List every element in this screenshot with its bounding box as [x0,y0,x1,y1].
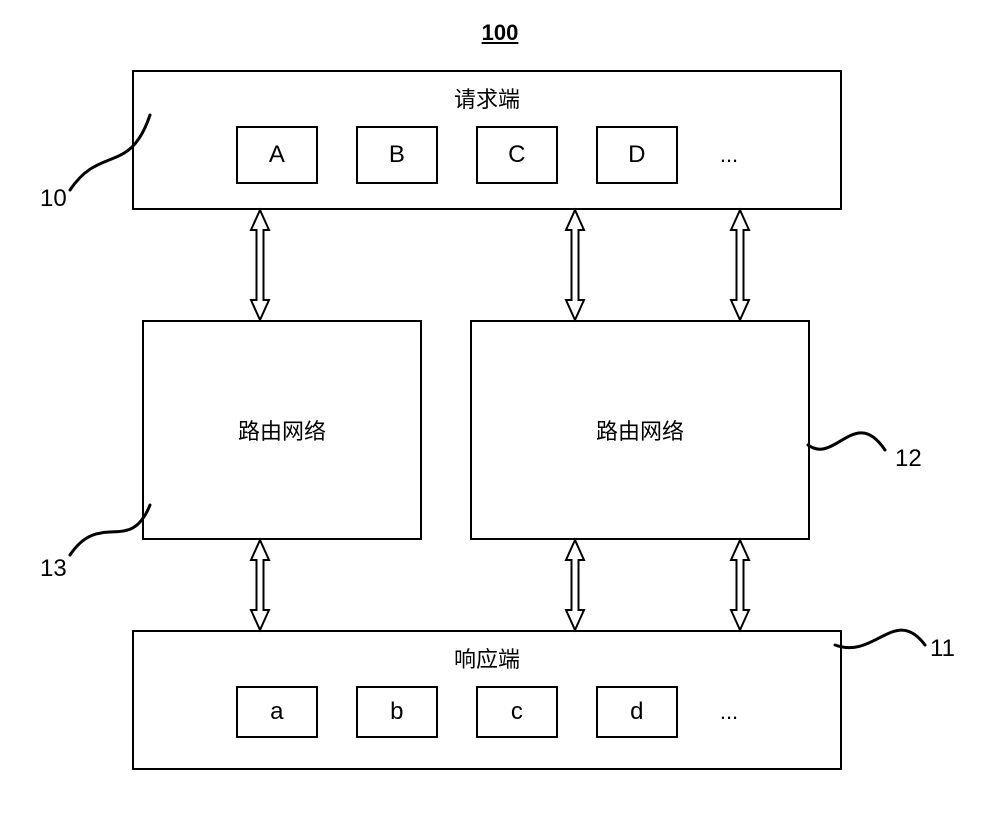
response-box-d: d [596,686,678,738]
ref-label-13: 13 [40,555,67,583]
request-box-B: B [356,126,438,184]
double-arrow-icon [251,210,269,320]
network-right-block: 路由网络 [470,320,810,540]
network-right-label: 路由网络 [596,414,684,446]
request-boxes: A B C D ... [236,126,738,184]
response-box-b: b [356,686,438,738]
figure-number: 100 [482,20,519,46]
network-left-label: 路由网络 [238,414,326,446]
request-title: 请求端 [454,72,520,114]
double-arrow-icon [251,540,269,630]
double-arrow-icon [731,540,749,630]
double-arrow-icon [731,210,749,320]
response-ellipsis: ... [716,699,738,725]
response-box-a: a [236,686,318,738]
double-arrow-icon [566,210,584,320]
response-boxes: a b c d ... [236,686,738,738]
response-block: 响应端 a b c d ... [132,630,842,770]
request-box-D: D [596,126,678,184]
curve-12 [808,433,885,450]
ref-label-11: 11 [930,635,955,663]
diagram-container: 100 请求端 A B C D ... 路由网络 路由网络 响应端 a b c … [0,0,1000,824]
ref-label-12: 12 [895,445,922,473]
response-box-c: c [476,686,558,738]
request-box-A: A [236,126,318,184]
network-left-block: 路由网络 [142,320,422,540]
response-title: 响应端 [454,632,520,674]
curve-13 [70,505,150,555]
ref-label-10: 10 [40,185,67,213]
request-block: 请求端 A B C D ... [132,70,842,210]
double-arrow-icon [566,540,584,630]
request-ellipsis: ... [716,142,738,168]
curve-11 [835,630,925,648]
request-box-C: C [476,126,558,184]
